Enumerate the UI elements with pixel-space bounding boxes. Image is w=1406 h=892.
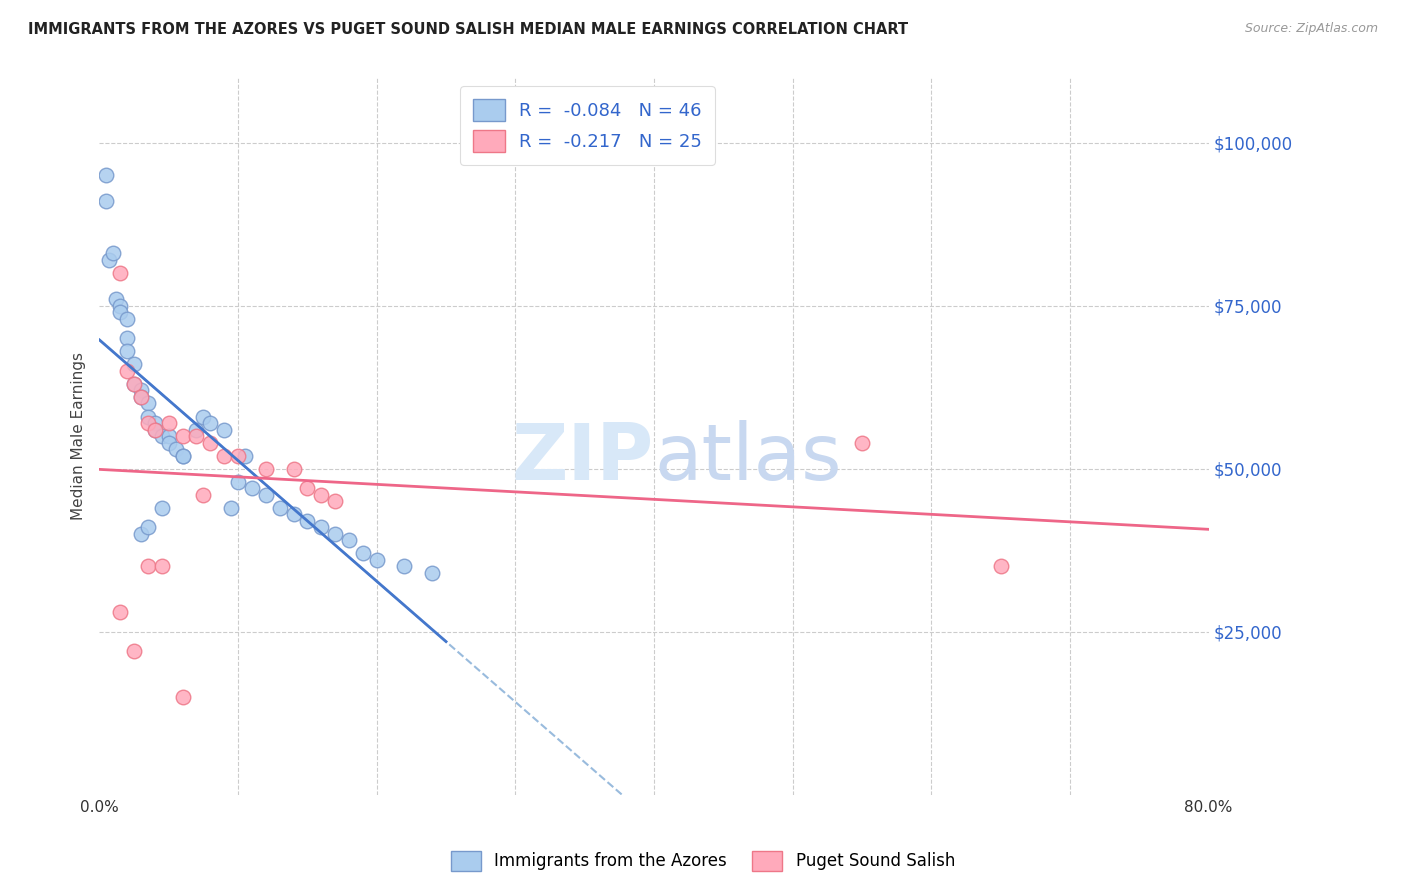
Point bbox=[150, 429, 173, 443]
Point bbox=[212, 449, 235, 463]
Point bbox=[990, 559, 1012, 574]
Point bbox=[98, 252, 121, 267]
Point bbox=[136, 416, 159, 430]
Point bbox=[136, 520, 159, 534]
Point bbox=[283, 461, 305, 475]
Point bbox=[110, 305, 132, 319]
Point bbox=[157, 435, 180, 450]
Point bbox=[352, 546, 374, 560]
Point bbox=[366, 553, 388, 567]
Point bbox=[269, 500, 291, 515]
Point bbox=[115, 331, 138, 345]
Point bbox=[129, 384, 152, 398]
Point bbox=[337, 533, 360, 548]
Y-axis label: Median Male Earnings: Median Male Earnings bbox=[72, 352, 86, 520]
Point bbox=[309, 488, 332, 502]
Text: ZIP: ZIP bbox=[512, 419, 654, 496]
Point bbox=[172, 429, 194, 443]
Point bbox=[150, 500, 173, 515]
Point bbox=[193, 488, 215, 502]
Point bbox=[110, 299, 132, 313]
Text: IMMIGRANTS FROM THE AZORES VS PUGET SOUND SALISH MEDIAN MALE EARNINGS CORRELATIO: IMMIGRANTS FROM THE AZORES VS PUGET SOUN… bbox=[28, 22, 908, 37]
Point bbox=[165, 442, 187, 456]
Text: Source: ZipAtlas.com: Source: ZipAtlas.com bbox=[1244, 22, 1378, 36]
Text: atlas: atlas bbox=[654, 419, 842, 496]
Point bbox=[110, 605, 132, 619]
Legend: R =  -0.084   N = 46, R =  -0.217   N = 25: R = -0.084 N = 46, R = -0.217 N = 25 bbox=[460, 87, 716, 165]
Point bbox=[172, 449, 194, 463]
Point bbox=[129, 527, 152, 541]
Point bbox=[200, 416, 222, 430]
Point bbox=[226, 449, 249, 463]
Point bbox=[143, 416, 166, 430]
Point bbox=[219, 500, 242, 515]
Point bbox=[115, 311, 138, 326]
Point bbox=[96, 194, 118, 209]
Legend: Immigrants from the Azores, Puget Sound Salish: Immigrants from the Azores, Puget Sound … bbox=[443, 842, 963, 880]
Point bbox=[122, 376, 145, 391]
Point bbox=[115, 364, 138, 378]
Point bbox=[172, 449, 194, 463]
Point bbox=[394, 559, 416, 574]
Point bbox=[143, 423, 166, 437]
Point bbox=[309, 520, 332, 534]
Point bbox=[172, 690, 194, 704]
Point bbox=[851, 435, 873, 450]
Point bbox=[323, 494, 346, 508]
Point bbox=[186, 423, 208, 437]
Point bbox=[323, 527, 346, 541]
Point bbox=[136, 396, 159, 410]
Point bbox=[136, 559, 159, 574]
Point bbox=[283, 508, 305, 522]
Point bbox=[129, 390, 152, 404]
Point bbox=[103, 246, 125, 260]
Point bbox=[200, 435, 222, 450]
Point bbox=[420, 566, 443, 580]
Point bbox=[110, 266, 132, 280]
Point bbox=[136, 409, 159, 424]
Point bbox=[129, 390, 152, 404]
Point bbox=[96, 168, 118, 182]
Point bbox=[122, 376, 145, 391]
Point bbox=[297, 481, 319, 495]
Point bbox=[186, 429, 208, 443]
Point bbox=[105, 292, 128, 306]
Point bbox=[193, 409, 215, 424]
Point bbox=[150, 559, 173, 574]
Point bbox=[212, 423, 235, 437]
Point bbox=[157, 429, 180, 443]
Point bbox=[122, 357, 145, 371]
Point bbox=[297, 514, 319, 528]
Point bbox=[115, 344, 138, 359]
Point bbox=[122, 644, 145, 658]
Point bbox=[240, 481, 263, 495]
Point bbox=[157, 416, 180, 430]
Point bbox=[143, 423, 166, 437]
Point bbox=[254, 461, 277, 475]
Point bbox=[226, 475, 249, 489]
Point bbox=[233, 449, 256, 463]
Point bbox=[254, 488, 277, 502]
